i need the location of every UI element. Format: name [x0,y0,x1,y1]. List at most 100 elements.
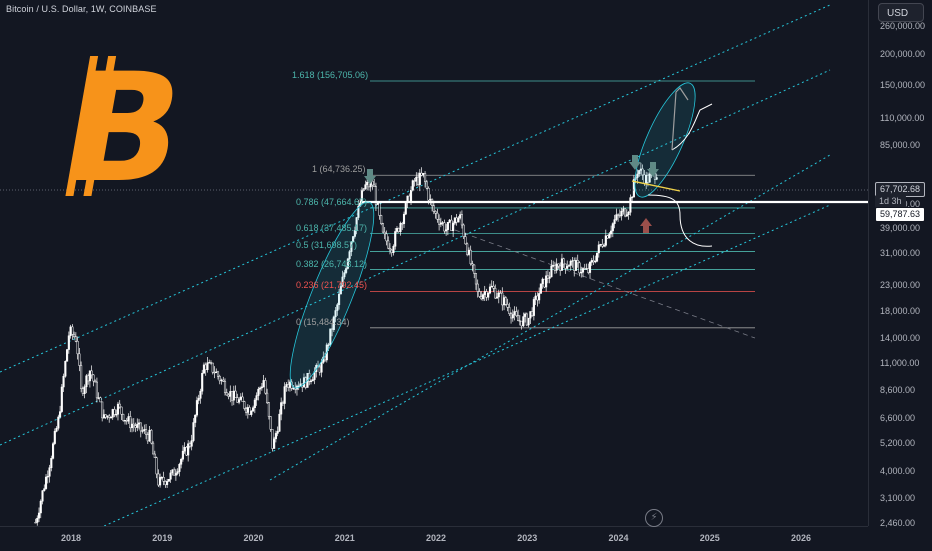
candle-body [194,414,197,423]
candle-body [71,326,74,335]
candle-body [327,344,330,346]
currency-button[interactable]: USD [878,3,924,22]
candle-body [425,181,428,189]
candle-body [50,458,53,468]
y-tick-label: 150,000.00 [880,79,926,90]
level-price-tag: 59,787.63 [875,207,926,222]
candle-body [510,313,513,319]
candle-body [208,362,211,364]
candle-body [141,430,144,432]
candle-body [541,278,544,285]
candle-body [495,296,499,299]
candle-body [655,177,658,180]
y-tick-label: 6,600.00 [880,412,916,423]
candle-body [422,173,425,176]
candle-body [371,180,374,186]
candle-body [57,416,60,429]
candle-body [269,416,272,430]
candle-body [378,202,381,216]
candle-body [36,517,39,523]
candle-body [357,205,360,218]
candle-body [232,390,235,401]
candle-body [402,213,406,224]
candle-body [436,212,439,220]
candle-body [566,266,569,269]
candle-body [416,176,420,185]
candle-body [252,407,255,412]
x-tick-label: 2022 [426,533,447,543]
time-scale[interactable] [0,526,868,551]
candle-body [62,375,65,388]
candle-body [113,409,116,415]
drawings-layer[interactable]: B [0,41,868,395]
candle-body [353,230,356,237]
candle-body [387,240,390,249]
fib-retracement[interactable] [370,80,755,329]
bitcoin-logo-bar [65,56,99,196]
candle-body [543,278,546,288]
dashed-trendline [454,229,756,339]
candle-body [150,429,153,444]
candle-body [73,334,76,337]
trend-channel[interactable] [0,4,831,531]
candle-body [250,410,253,415]
y-tick-label: 85,000.00 [880,140,921,151]
candle-body [485,291,488,298]
symbol-title[interactable]: Bitcoin / U.S. Dollar, 1W, COINBASE [6,4,157,14]
candle-body [90,370,93,376]
candle-body [125,420,128,422]
candle-body [225,392,228,396]
candle-body [418,172,421,185]
projection-path [647,194,713,247]
candle-body [323,356,327,361]
candle-body [578,262,581,274]
candle-body [220,379,223,382]
candle-body [443,222,446,232]
candle-body [278,413,281,432]
candle-body [159,477,162,486]
candle-body [55,428,58,432]
candle-body [550,265,553,278]
candle-body [467,249,470,255]
candle-body [473,264,476,274]
candle-body [216,371,220,377]
candle-body [494,288,497,299]
candle-body [567,265,571,267]
candle-body [341,276,344,287]
candle-body [229,391,232,397]
candle-body [413,180,416,182]
projection-candles [671,87,689,151]
candle-body [148,429,151,442]
price-scale[interactable] [868,0,932,526]
candle-body [343,272,346,278]
candle-body [383,231,386,235]
candle-body [171,469,174,474]
candle-body [459,214,462,219]
candle-body [95,381,98,399]
arrow-down-icon [364,169,376,184]
candle-body [350,241,353,252]
candle-body [504,297,507,305]
candle-body [215,371,218,373]
highlight-ellipse [289,201,375,389]
candle-series [34,162,658,526]
candle-body [501,292,504,306]
candle-body [627,212,630,215]
candle-body [546,275,549,279]
candle-body [460,214,463,226]
candle-body [176,471,179,474]
candle-body [480,296,483,300]
candle-body [166,481,169,485]
candle-body [94,380,97,383]
fib-level-label: 0.382 (26,743.12) [296,258,368,269]
candle-body [222,379,225,382]
candle-body [136,423,139,428]
candle-body [580,271,583,274]
lightning-icon[interactable]: ⚡ [645,509,663,527]
candle-body [134,425,137,428]
candle-body [211,362,214,373]
candle-body [397,228,400,232]
candle-body [130,423,134,429]
candle-body [78,353,81,366]
